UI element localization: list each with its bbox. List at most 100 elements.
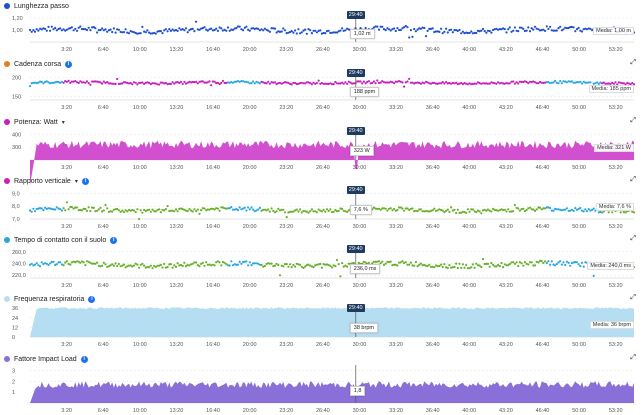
data-point xyxy=(429,265,433,268)
data-point xyxy=(109,82,112,85)
info-icon[interactable]: i xyxy=(81,177,89,185)
data-point xyxy=(270,262,273,265)
data-point xyxy=(319,29,322,32)
data-point xyxy=(631,210,634,213)
data-point xyxy=(85,80,89,83)
x-tick-label: 13:20 xyxy=(170,283,184,289)
data-point xyxy=(210,27,213,30)
data-point xyxy=(169,209,172,212)
data-point xyxy=(96,80,99,83)
data-point xyxy=(463,266,466,269)
data-point xyxy=(591,29,594,32)
data-point xyxy=(455,262,458,265)
x-tick-label: 13:20 xyxy=(170,224,184,230)
data-point xyxy=(404,261,407,264)
data-point xyxy=(545,261,548,265)
data-point xyxy=(403,85,406,88)
data-point xyxy=(426,264,429,268)
data-point xyxy=(632,211,636,214)
data-point xyxy=(577,81,580,84)
data-point xyxy=(616,83,619,86)
info-icon[interactable]: i xyxy=(80,355,88,363)
data-point xyxy=(69,205,72,209)
data-point xyxy=(304,82,307,85)
data-point xyxy=(322,31,325,35)
data-point xyxy=(146,81,149,84)
expand-icon[interactable]: ⤢ xyxy=(630,117,636,124)
data-point xyxy=(480,265,483,269)
data-point xyxy=(116,264,119,268)
data-point xyxy=(401,27,404,30)
data-point xyxy=(517,207,520,210)
data-point xyxy=(208,208,211,211)
cursor-time-label: 29:40 xyxy=(346,69,365,77)
x-tick-label: 33:20 xyxy=(389,165,403,171)
data-point xyxy=(168,209,171,212)
expand-icon[interactable]: ⤢ xyxy=(630,235,636,242)
data-point xyxy=(122,263,126,266)
data-point xyxy=(550,29,553,32)
x-tick-label: 40:00 xyxy=(462,283,476,289)
chart-plot[interactable]: 1,20 1,00 3:20 6:40 10:00 13:20 16:40 20:00 23:2… xyxy=(0,12,642,54)
data-point xyxy=(577,263,580,266)
data-point xyxy=(116,77,119,81)
data-point xyxy=(386,209,389,212)
y-tick-label: 9,0 xyxy=(12,191,20,197)
data-point xyxy=(252,80,255,83)
data-point xyxy=(622,82,626,85)
data-point xyxy=(434,209,438,212)
data-point xyxy=(394,80,397,83)
chart-plot[interactable]: 400 300 3:20 6:40 10:00 13:20 16:40 20:00 23:20 2… xyxy=(0,128,642,186)
data-point xyxy=(532,208,535,211)
average-label: Media: 185 ppm xyxy=(588,85,634,93)
data-point xyxy=(438,82,441,85)
info-icon[interactable]: i xyxy=(110,236,118,244)
expand-icon[interactable]: ⤢ xyxy=(630,294,636,301)
info-icon[interactable]: i xyxy=(88,295,96,303)
dropdown-caret-icon[interactable]: ▾ xyxy=(74,178,78,185)
data-point xyxy=(211,207,214,210)
x-tick-label: 36:40 xyxy=(426,224,440,230)
data-point xyxy=(455,211,458,215)
chart-plot[interactable]: 200 150 3:20 6:40 10:00 13:20 16:40 20:00 23:20 2… xyxy=(0,70,642,112)
data-point xyxy=(267,29,270,32)
data-point xyxy=(518,261,522,264)
data-point xyxy=(295,208,298,211)
data-point xyxy=(542,207,545,210)
data-point xyxy=(624,83,627,86)
y-tick-label: 2 xyxy=(12,379,15,385)
data-point xyxy=(570,208,574,211)
expand-icon[interactable]: ⤢ xyxy=(630,354,636,361)
expand-icon[interactable]: ⤢ xyxy=(630,176,636,183)
x-tick-label: 43:20 xyxy=(499,283,513,289)
data-point xyxy=(268,30,271,33)
data-point xyxy=(574,207,577,210)
data-point xyxy=(396,27,399,30)
data-point xyxy=(473,210,476,213)
data-point xyxy=(592,274,595,277)
data-point xyxy=(136,263,139,266)
chart-plot[interactable]: 9,0 8,0 7,0 3:20 6:40 10:00 13:20 16:40 20:00 23:… xyxy=(0,187,642,231)
data-point xyxy=(342,209,345,212)
data-point xyxy=(70,26,73,29)
data-point xyxy=(235,207,238,211)
dropdown-caret-icon[interactable]: ▾ xyxy=(61,119,65,126)
data-point xyxy=(92,80,95,83)
data-point xyxy=(37,207,40,210)
data-point xyxy=(149,264,152,267)
data-point xyxy=(216,81,219,84)
chart-plot[interactable]: 36 24 12 0 3:20 6:40 10:00 13:20 16:40 20:00 23:20… xyxy=(0,305,642,349)
data-point xyxy=(96,261,99,264)
data-point xyxy=(433,207,436,210)
x-tick-label: 53:20 xyxy=(609,105,623,111)
data-point xyxy=(564,26,567,29)
data-point xyxy=(121,209,124,212)
data-point xyxy=(505,264,508,267)
legend-dot-icon xyxy=(4,178,10,184)
expand-icon[interactable]: ⤢ xyxy=(630,59,636,66)
chart-plot[interactable]: 260,0 240,0 220,0 3:20 6:40 10:00 13:20 16:40 20… xyxy=(0,246,642,290)
data-point xyxy=(522,207,525,210)
data-point xyxy=(475,262,478,265)
info-icon[interactable]: i xyxy=(65,60,73,68)
